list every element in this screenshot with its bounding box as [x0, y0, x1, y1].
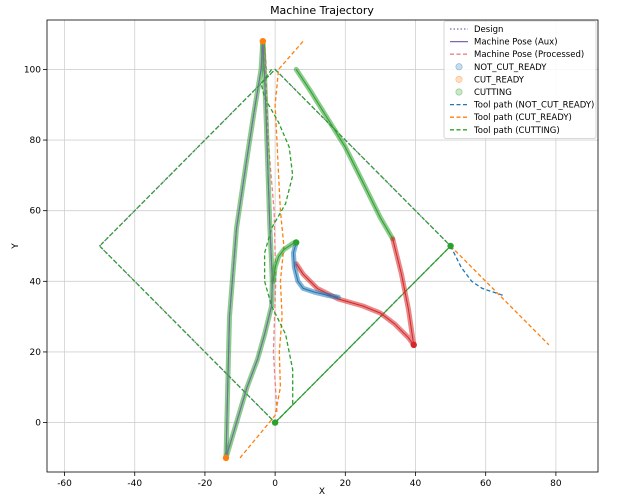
- plot-frame: [46, 19, 599, 473]
- series-machine-pose-aux: [225, 41, 273, 459]
- chart-title: Machine Trajectory: [270, 4, 374, 17]
- series-layer: [98, 38, 550, 461]
- endpoint-marker: [222, 454, 230, 462]
- series-tool-path-cut-ready: [239, 40, 304, 459]
- legend-box: [443, 20, 597, 139]
- endpoint-marker: [259, 37, 267, 45]
- legend: Design Machine Pose (Aux) Machine Pose (Pr…: [443, 20, 597, 139]
- endpoint-marker: [292, 239, 300, 246]
- legend-label: NOT_CUT_READY: [474, 63, 547, 73]
- legend-label: CUTTING: [474, 88, 512, 98]
- legend-label: Tool path (NOT_CUT_READY): [473, 101, 594, 111]
- x-tick-label: -60: [57, 479, 72, 489]
- series-tool-path-not-cut-ready: [450, 245, 504, 297]
- x-tick-label: 0: [272, 479, 278, 489]
- series-core-not-cut-ready: [292, 242, 339, 298]
- y-tick-label: 60: [30, 207, 42, 217]
- y-tick-label: 100: [24, 65, 41, 75]
- legend-label: Design: [474, 25, 503, 35]
- y-axis-label: Y: [11, 243, 21, 250]
- legend-label: Machine Pose (Aux): [474, 38, 558, 48]
- legend-swatch: [455, 75, 463, 83]
- x-tick-label: -40: [127, 479, 142, 489]
- legend-label: Machine Pose (Processed): [474, 50, 584, 60]
- series-core-cut-ready: [295, 238, 415, 346]
- x-tick-label: 40: [410, 479, 422, 489]
- y-tick-label: 20: [30, 348, 42, 358]
- series-tool-path-cutting: [274, 245, 451, 423]
- endpoint-marker: [271, 419, 279, 426]
- series-tool-path-cut-ready: [450, 245, 550, 346]
- series-tool-path-cutting: [260, 69, 294, 424]
- marker-layer: [222, 37, 454, 462]
- x-tick-label: 60: [480, 479, 492, 489]
- y-tick-label: 80: [30, 136, 42, 146]
- tick-layer: -60 -40 -20 0 20 40 60 80 0 20 40 60 80 100: [24, 65, 562, 489]
- series-core-cutting: [295, 69, 394, 240]
- legend-label: CUT_READY: [474, 75, 525, 85]
- endpoint-marker: [447, 242, 454, 250]
- x-tick-label: 20: [340, 479, 352, 489]
- y-tick-label: 40: [30, 277, 42, 287]
- legend-label: Tool path (CUTTING): [473, 126, 560, 136]
- legend-label: Tool path (CUT_READY): [473, 113, 572, 123]
- x-axis-label: X: [319, 487, 325, 497]
- x-tick-label: 80: [550, 479, 562, 489]
- x-tick-label: -20: [198, 479, 213, 489]
- y-tick-label: 0: [35, 419, 41, 429]
- series-core-cutting: [272, 242, 295, 282]
- endpoint-marker: [410, 341, 417, 349]
- legend-swatch: [455, 63, 463, 71]
- legend-swatch: [455, 88, 463, 96]
